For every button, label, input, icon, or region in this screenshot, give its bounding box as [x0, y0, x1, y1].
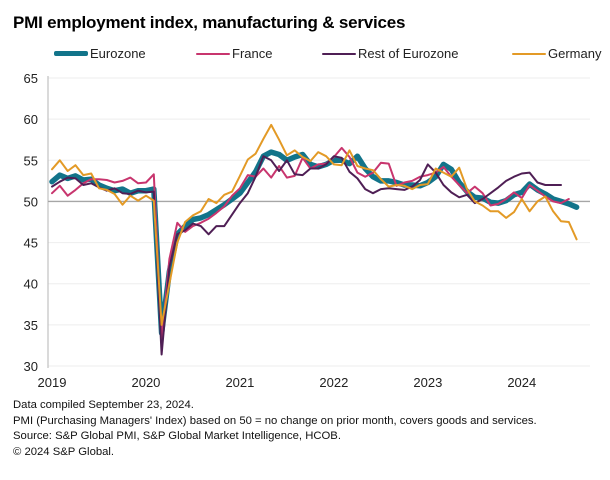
legend-swatch-germany — [512, 52, 546, 55]
y-tick-label: 30 — [24, 359, 38, 374]
series-lines — [49, 123, 580, 356]
x-tick-label: 2024 — [507, 375, 536, 390]
legend-label-rest-of-eurozone: Rest of Eurozone — [358, 46, 459, 61]
legend-item-germany: Germany — [512, 46, 601, 61]
chart-title: PMI employment index, manufacturing & se… — [13, 13, 406, 32]
chart-legend: Eurozone France Rest of Eurozone Germany — [0, 46, 610, 66]
x-axis-ticks: 2019 2020 2021 2022 2023 2024 — [38, 375, 537, 390]
legend-label-france: France — [232, 46, 273, 61]
x-tick-label: 2022 — [319, 375, 348, 390]
x-tick-label: 2019 — [38, 375, 67, 390]
legend-label-eurozone: Eurozone — [90, 46, 146, 61]
legend-item-france: France — [196, 46, 272, 61]
legend-item-eurozone: Eurozone — [54, 46, 146, 61]
y-tick-label: 35 — [24, 318, 38, 333]
note-copyright: © 2024 S&P Global. — [13, 445, 115, 458]
y-tick-label: 60 — [24, 112, 38, 127]
legend-label-germany: Germany — [548, 46, 602, 61]
legend-swatch-eurozone — [54, 51, 88, 56]
y-tick-label: 40 — [24, 277, 38, 292]
legend-swatch-france — [196, 52, 230, 55]
legend-swatch-rest-of-eurozone — [322, 52, 356, 55]
chart-notes: Data compiled September 23, 2024. PMI (P… — [13, 398, 537, 460]
note-pmi-definition: PMI (Purchasing Managers' Index) based o… — [13, 414, 537, 427]
gridlines — [48, 77, 590, 367]
note-data-compiled: Data compiled September 23, 2024. — [13, 399, 194, 411]
series-line-france — [51, 146, 570, 343]
y-tick-label: 65 — [24, 71, 38, 86]
series-line-germany — [51, 123, 578, 326]
y-tick-label: 50 — [24, 194, 38, 209]
note-source: Source: S&P Global PMI, S&P Global Marke… — [13, 430, 341, 443]
y-tick-label: 55 — [24, 153, 38, 168]
y-axis-ticks: 30 35 40 45 50 55 60 65 — [24, 71, 38, 374]
y-tick-label: 45 — [24, 236, 38, 251]
legend-item-rest-of-eurozone: Rest of Eurozone — [322, 46, 458, 61]
x-tick-label: 2023 — [413, 375, 442, 390]
x-tick-label: 2020 — [131, 375, 160, 390]
x-tick-label: 2021 — [225, 375, 254, 390]
